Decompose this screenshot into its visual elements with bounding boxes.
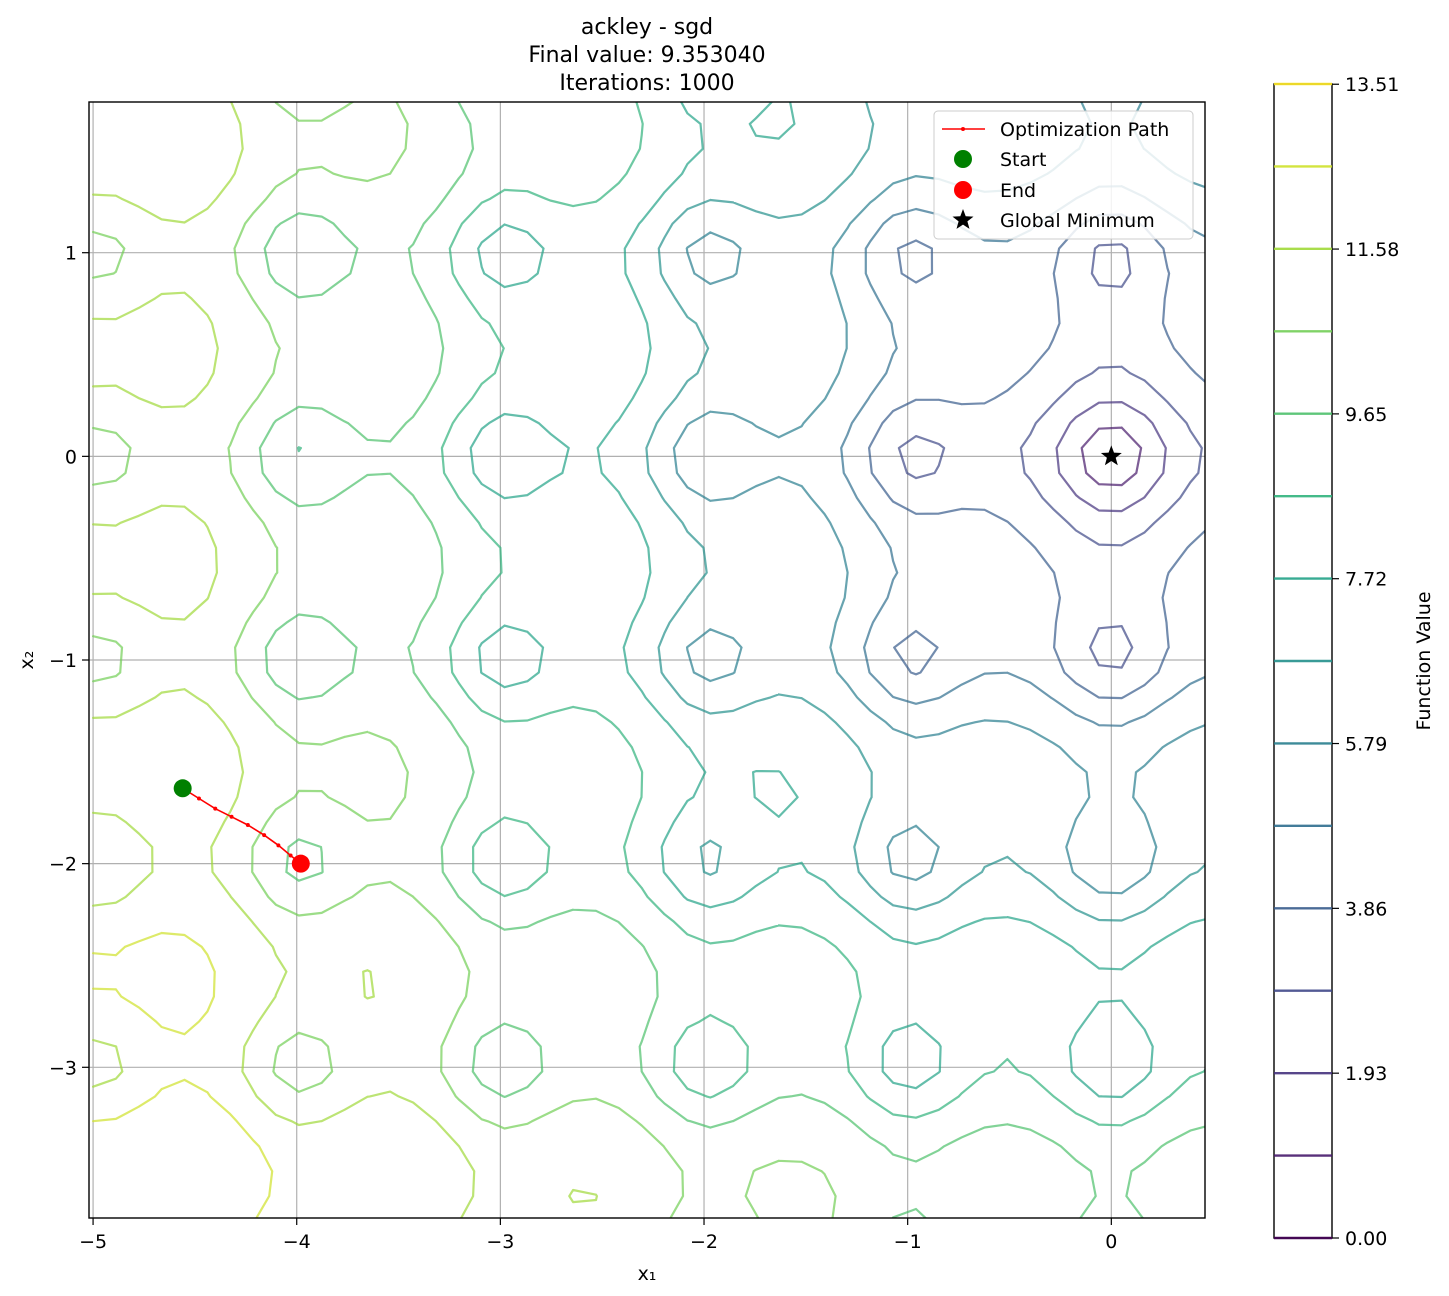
x-tick-label: −3 xyxy=(486,1231,514,1253)
legend-path-marker xyxy=(961,127,965,131)
title-line-3: Iterations: 1000 xyxy=(559,71,734,96)
y-axis: −3 −2 −1 0 1 xyxy=(49,243,89,1079)
x-tick-label: −2 xyxy=(690,1231,718,1253)
global-minimum-point xyxy=(1100,445,1122,466)
start-point xyxy=(173,779,192,798)
contour-level-7 xyxy=(645,102,1205,922)
colorbar-label: Function Value xyxy=(1413,591,1435,730)
plot-area xyxy=(88,101,1206,1219)
colorbar-tick-label: 7.72 xyxy=(1345,569,1387,591)
y-tick-label: 0 xyxy=(65,446,77,468)
y-tick-label: −1 xyxy=(49,650,77,672)
optimization-path-layer xyxy=(173,445,1122,873)
optimization-path-point xyxy=(213,806,218,811)
contour-level-2 xyxy=(1055,401,1167,513)
x-tick-label: −5 xyxy=(79,1231,107,1253)
x-tick-label: 0 xyxy=(1105,1231,1117,1253)
contour-level-1 xyxy=(1080,426,1143,487)
optimization-path-point xyxy=(262,833,267,838)
x-tick-label: −1 xyxy=(894,1231,922,1253)
colorbar-tick-label: 11.58 xyxy=(1345,239,1399,261)
colorbar-tick-label: 0.00 xyxy=(1345,1228,1387,1250)
legend-entry-global-min: Global Minimum xyxy=(1000,210,1155,232)
legend-entry-path: Optimization Path xyxy=(1000,119,1169,141)
y-tick-label: −3 xyxy=(49,1057,77,1079)
optimization-path-point xyxy=(196,796,201,801)
contour-lines xyxy=(92,102,1205,1218)
x-tick-label: −4 xyxy=(283,1231,311,1253)
contour-level-8 xyxy=(469,102,1205,1099)
contour-level-3 xyxy=(897,243,1203,669)
end-point xyxy=(291,854,310,873)
colorbar: 0.00 1.93 3.86 5.79 7.72 9.65 11.58 13.51 Funct… xyxy=(1273,74,1435,1250)
legend-global-min-marker xyxy=(952,209,974,229)
colorbar-tick-label: 5.79 xyxy=(1345,734,1387,756)
contour-level-12 xyxy=(92,102,598,1218)
contour-level-4 xyxy=(868,213,1205,700)
optimization-path-point xyxy=(288,853,293,858)
x-axis-label: x₁ xyxy=(638,1263,657,1285)
legend: Optimization Path Start End Global Minim… xyxy=(933,110,1194,240)
chart-title: ackley - sgd Final value: 9.353040 Itera… xyxy=(528,15,765,96)
y-axis-label: x₂ xyxy=(16,651,38,670)
colorbar-level-lines xyxy=(1274,82,1332,1240)
legend-box xyxy=(933,110,1194,240)
contour-level-13 xyxy=(92,931,274,1218)
legend-entry-start: Start xyxy=(1000,149,1046,171)
optimization-path-point xyxy=(229,814,234,819)
colorbar-tick-label: 13.51 xyxy=(1345,74,1399,96)
contour-level-11 xyxy=(92,102,837,1218)
colorbar-tick-label: 1.93 xyxy=(1345,1063,1387,1085)
optimization-path-point xyxy=(245,822,250,827)
legend-entry-end: End xyxy=(1000,180,1036,202)
optimization-path-point xyxy=(276,843,281,848)
title-line-2: Final value: 9.353040 xyxy=(528,43,765,68)
title-line-1: ackley - sgd xyxy=(581,15,713,40)
y-tick-label: 1 xyxy=(65,243,77,265)
colorbar-tick-label: 9.65 xyxy=(1345,404,1387,426)
legend-end-marker xyxy=(954,181,972,199)
colorbar-ticks: 0.00 1.93 3.86 5.79 7.72 9.65 11.58 13.51 xyxy=(1332,74,1399,1250)
contour-level-10 xyxy=(258,102,1205,1218)
contour-level-9 xyxy=(296,102,1205,1127)
legend-start-marker xyxy=(954,150,972,168)
x-axis: −5 −4 −3 −2 −1 0 xyxy=(79,1218,1117,1253)
colorbar-tick-label: 3.86 xyxy=(1345,898,1387,920)
y-tick-label: −2 xyxy=(49,854,77,876)
